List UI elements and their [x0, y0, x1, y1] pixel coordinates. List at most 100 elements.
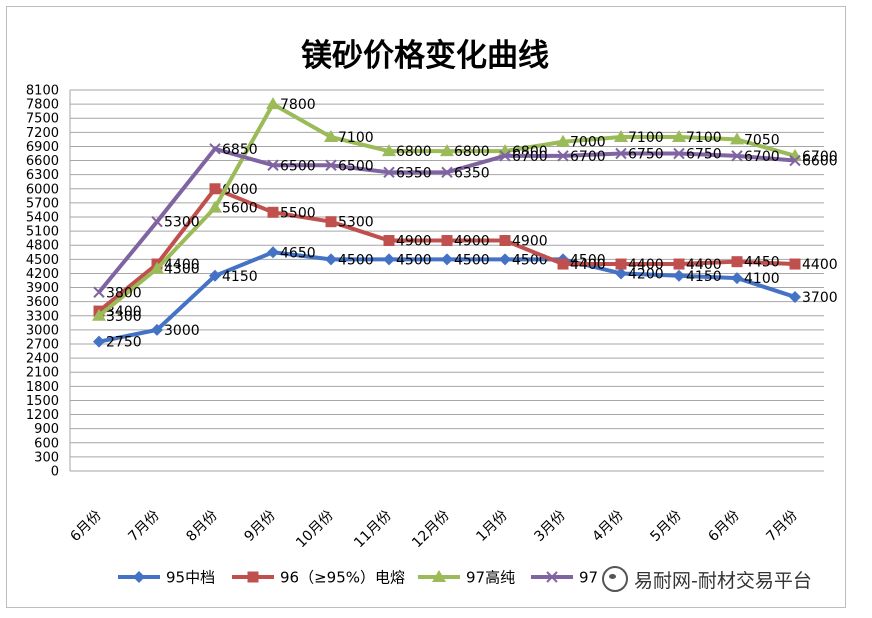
watermark-text: 易耐网-耐材交易平台	[634, 569, 812, 592]
y-tick-label: 3000	[26, 323, 59, 338]
y-tick-label: 2400	[26, 352, 59, 367]
data-point	[440, 144, 454, 157]
data-point	[673, 269, 685, 282]
data-point	[673, 258, 685, 270]
y-tick-label: 1800	[26, 380, 59, 395]
y-tick-label: 4500	[26, 253, 59, 268]
y-tick-label: 0	[51, 465, 59, 480]
legend-marker	[247, 571, 259, 583]
data-label: 2750	[106, 335, 142, 351]
data-point	[557, 258, 569, 270]
legend-item: 97高纯	[418, 569, 515, 587]
series-4: 3800 5300 6850 6500 6500 6350 6350 6700 6700 6750…	[93, 142, 838, 301]
data-label: 7100	[628, 130, 664, 146]
legend-marker	[133, 571, 145, 583]
x-tick-label: 7月份	[125, 508, 162, 545]
data-label: 4900	[512, 234, 548, 250]
data-point	[151, 215, 163, 228]
data-point	[208, 200, 222, 213]
data-label: 6800	[454, 144, 490, 160]
data-point	[789, 258, 801, 270]
data-point	[731, 256, 743, 268]
x-tick-label: 10月份	[293, 508, 337, 552]
x-tick-label: 8月份	[183, 508, 220, 545]
y-tick-label: 3600	[26, 295, 59, 310]
data-point	[557, 150, 569, 162]
data-point	[209, 143, 221, 155]
data-label: 7100	[338, 130, 374, 146]
data-label: 4200	[628, 266, 664, 282]
y-tick-label: 4200	[26, 267, 59, 282]
data-label: 7100	[686, 130, 722, 146]
data-label: 4400	[686, 257, 722, 273]
data-point	[325, 216, 337, 228]
data-point	[731, 150, 743, 162]
data-point	[383, 253, 395, 266]
data-point	[325, 253, 337, 266]
data-label: 4900	[396, 234, 432, 250]
data-point	[441, 235, 453, 247]
chart-title: 镁砂价格变化曲线	[301, 38, 549, 74]
data-label: 3800	[106, 285, 142, 301]
data-point	[266, 97, 280, 110]
x-tick-label: 7月份	[763, 508, 800, 545]
data-label: 4150	[222, 269, 258, 285]
wechat-icon	[602, 566, 628, 592]
data-point	[267, 206, 279, 218]
legend-label: 95中档	[166, 569, 215, 587]
y-tick-label: 3900	[26, 281, 59, 296]
data-label: 4400	[628, 257, 664, 273]
legend-marker	[546, 571, 558, 583]
data-point	[615, 267, 627, 280]
legend-label: 97高纯	[466, 569, 515, 587]
data-label: 7050	[744, 132, 780, 148]
y-tick-label: 7500	[26, 112, 59, 127]
data-point	[324, 130, 338, 143]
data-point	[382, 144, 396, 157]
y-tick-label: 8100	[26, 84, 59, 99]
data-label: 4900	[454, 234, 490, 250]
legend-item: 96（≥95%）电熔	[232, 569, 405, 587]
data-point	[325, 159, 337, 171]
data-label: 7000	[570, 135, 606, 151]
y-tick-label: 7200	[26, 126, 59, 141]
legend-marker	[432, 570, 446, 582]
data-label: 5300	[338, 215, 374, 231]
legend-label: 96（≥95%）电熔	[280, 569, 405, 587]
x-tick-label: 6月份	[67, 508, 104, 545]
data-label: 6350	[396, 165, 432, 181]
series-line	[97, 186, 796, 313]
data-point	[731, 272, 743, 285]
data-label: 4400	[164, 257, 200, 273]
y-tick-label: 1200	[26, 408, 59, 423]
data-label: 6750	[628, 147, 664, 163]
chart-frame	[6, 6, 846, 608]
x-tick-label: 1月份	[473, 508, 510, 545]
y-tick-label: 2100	[26, 366, 59, 381]
data-label: 7800	[280, 97, 316, 113]
data-point	[150, 261, 164, 274]
data-label: 4400	[802, 257, 838, 273]
series-2: 3400 4400 6000 5500 5300 4900 4900 4900 4400 4400…	[93, 182, 838, 320]
data-point	[615, 258, 627, 270]
data-point	[93, 286, 105, 298]
data-point	[499, 253, 511, 266]
data-label: 3300	[106, 309, 142, 325]
data-label: 6700	[512, 149, 548, 165]
x-tick-label: 5月份	[647, 508, 684, 545]
y-tick-label: 5400	[26, 211, 59, 226]
data-point	[441, 253, 453, 266]
data-point	[672, 130, 686, 143]
data-point	[93, 335, 105, 348]
x-tick-label: 9月份	[241, 508, 278, 545]
data-point	[673, 147, 685, 160]
data-point	[614, 130, 628, 143]
data-point	[209, 269, 221, 282]
data-label: 6600	[802, 154, 838, 170]
y-tick-label: 6000	[26, 182, 59, 197]
x-tick-label: 3月份	[531, 508, 568, 545]
data-label: 6700	[744, 149, 780, 165]
legend-item: 97	[531, 569, 598, 587]
